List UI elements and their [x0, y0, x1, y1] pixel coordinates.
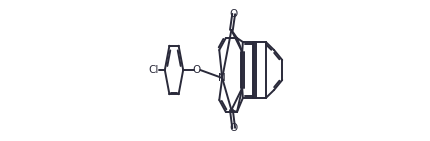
Text: O: O — [193, 65, 201, 75]
Text: Cl: Cl — [148, 65, 159, 75]
Text: O: O — [230, 123, 238, 133]
Text: O: O — [230, 9, 238, 19]
Text: N: N — [218, 73, 226, 83]
